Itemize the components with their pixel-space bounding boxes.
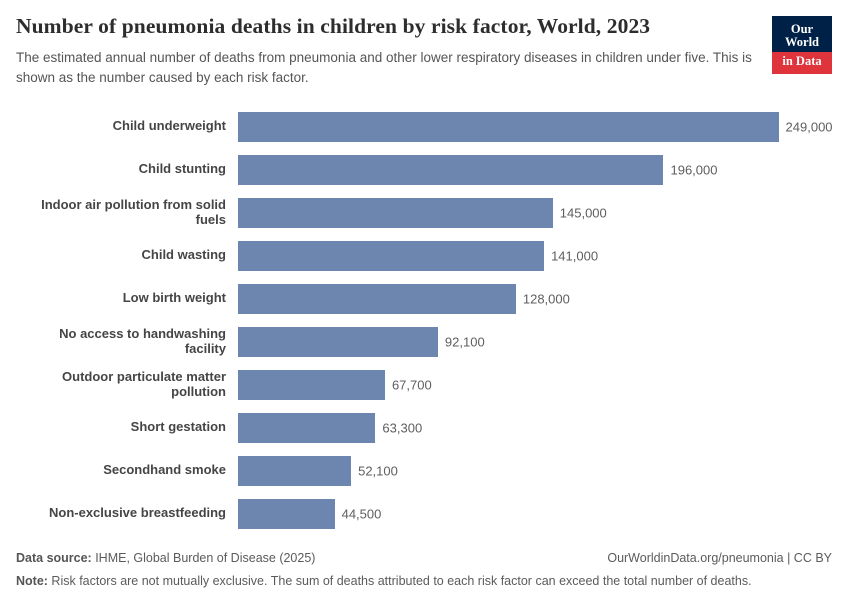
bar-row: Outdoor particulate matter pollution 67,… bbox=[16, 363, 832, 406]
bar[interactable] bbox=[238, 412, 376, 443]
data-source: Data source: IHME, Global Burden of Dise… bbox=[16, 551, 315, 565]
value-label: 92,100 bbox=[444, 334, 485, 350]
bar-row: Secondhand smoke 52,100 bbox=[16, 449, 832, 492]
header: Number of pneumonia deaths in children b… bbox=[16, 14, 832, 87]
bar-track: 67,700 bbox=[238, 369, 832, 400]
owid-logo-line2: in Data bbox=[772, 52, 832, 74]
category-label: Secondhand smoke bbox=[103, 462, 226, 478]
bar-track: 92,100 bbox=[238, 326, 832, 357]
bar-track: 44,500 bbox=[238, 498, 832, 529]
owid-logo-line1: Our World bbox=[784, 22, 820, 49]
category-label: Child underweight bbox=[112, 118, 226, 134]
category-label: Child stunting bbox=[138, 161, 226, 177]
bar-row: Non-exclusive breastfeeding 44,500 bbox=[16, 492, 832, 535]
data-source-text: IHME, Global Burden of Disease (2025) bbox=[91, 551, 316, 565]
owid-logo[interactable]: Our World in Data bbox=[772, 16, 832, 74]
bar[interactable] bbox=[238, 498, 335, 529]
category-label: No access to handwashing facility bbox=[59, 325, 226, 356]
bar-track: 145,000 bbox=[238, 197, 832, 228]
category-label: Child wasting bbox=[141, 247, 227, 263]
bar-track: 141,000 bbox=[238, 240, 832, 271]
chart-subtitle: The estimated annual number of deaths fr… bbox=[16, 50, 752, 85]
bar-row: No access to handwashing facility 92,100 bbox=[16, 320, 832, 363]
bar-row: Child underweight 249,000 bbox=[16, 105, 833, 148]
value-label: 67,700 bbox=[391, 377, 432, 393]
bar[interactable] bbox=[238, 369, 385, 400]
footer-rights-link[interactable]: OurWorldinData.org/pneumonia | CC BY bbox=[607, 551, 832, 565]
chart-title: Number of pneumonia deaths in children b… bbox=[16, 14, 651, 38]
footer: Data source: IHME, Global Burden of Dise… bbox=[16, 551, 832, 588]
bar-chart: Child underweight 249,000 Child stunting… bbox=[16, 105, 833, 535]
bar-track: 63,300 bbox=[238, 412, 832, 443]
category-label: Outdoor particulate matter pollution bbox=[62, 368, 226, 399]
footer-note-text: Risk factors are not mutually exclusive.… bbox=[47, 574, 752, 588]
bar[interactable] bbox=[238, 283, 516, 314]
footer-note-label: Note: bbox=[16, 574, 48, 588]
footer-note: Note: Risk factors are not mutually excl… bbox=[16, 574, 832, 588]
category-label: Non-exclusive breastfeeding bbox=[49, 505, 226, 521]
bar-track: 52,100 bbox=[238, 455, 832, 486]
bar[interactable] bbox=[238, 326, 438, 357]
bar-row: Child stunting 196,000 bbox=[16, 148, 832, 191]
bar-track: 196,000 bbox=[238, 154, 832, 185]
category-label: Indoor air pollution from solid fuels bbox=[41, 196, 226, 227]
bar-row: Child wasting 141,000 bbox=[16, 234, 832, 277]
footer-top: Data source: IHME, Global Burden of Dise… bbox=[16, 551, 832, 565]
value-label: 63,300 bbox=[382, 420, 423, 436]
header-text: Number of pneumonia deaths in children b… bbox=[16, 14, 758, 87]
bar-rows: Child underweight 249,000 Child stunting… bbox=[16, 105, 833, 535]
value-label: 141,000 bbox=[551, 248, 599, 264]
bar[interactable] bbox=[238, 455, 352, 486]
bar[interactable] bbox=[238, 111, 779, 142]
value-label: 145,000 bbox=[559, 205, 607, 221]
data-source-label: Data source: bbox=[16, 551, 92, 565]
bar-track: 249,000 bbox=[238, 111, 833, 142]
category-label: Short gestation bbox=[130, 419, 226, 435]
value-label: 249,000 bbox=[785, 119, 833, 135]
bar[interactable] bbox=[238, 154, 664, 185]
category-label: Low birth weight bbox=[122, 290, 226, 306]
bar[interactable] bbox=[238, 240, 545, 271]
bar-row: Short gestation 63,300 bbox=[16, 406, 832, 449]
value-label: 52,100 bbox=[358, 463, 398, 479]
bar-track: 128,000 bbox=[238, 283, 832, 314]
value-label: 44,500 bbox=[341, 506, 382, 522]
value-label: 128,000 bbox=[522, 291, 570, 307]
bar[interactable] bbox=[238, 197, 553, 228]
bar-row: Low birth weight 128,000 bbox=[16, 277, 832, 320]
value-label: 196,000 bbox=[670, 162, 718, 178]
bar-row: Indoor air pollution from solid fuels 14… bbox=[16, 191, 832, 234]
